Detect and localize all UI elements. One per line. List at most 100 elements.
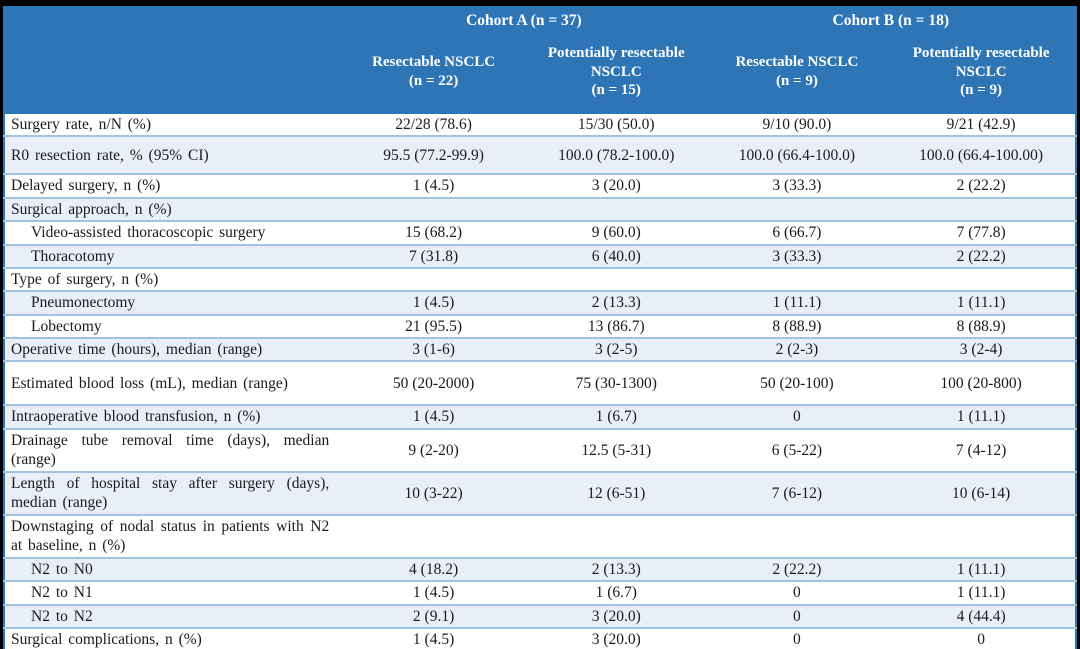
row-label: Intraoperative blood transfusion, n (%) xyxy=(4,404,342,429)
cell-cohort-b-potentially-resectable: 8 (88.9) xyxy=(887,313,1076,338)
table-row: Intraoperative blood transfusion, n (%) … xyxy=(4,404,1076,429)
row-label: Length of hospital stay after surgery (d… xyxy=(4,470,342,515)
cell-cohort-b-potentially-resectable: 100 (20-800) xyxy=(887,360,1076,406)
cell-cohort-a-resectable xyxy=(341,196,526,222)
table-row: N2 to N2 2 (9.1) 3 (20.0) 0 4 (44.4) xyxy=(4,603,1076,628)
cell-cohort-b-resectable: 0 xyxy=(706,404,888,429)
cell-cohort-b-resectable: 0 xyxy=(706,603,888,628)
cell-cohort-b-resectable xyxy=(706,266,888,292)
subgroup-name: Resectable NSCLC xyxy=(372,54,496,71)
row-label: Lobectomy xyxy=(4,313,342,338)
cell-cohort-a-potentially-resectable: 3 (20.0) xyxy=(525,603,707,628)
cell-cohort-a-resectable: 9 (2-20) xyxy=(341,427,526,472)
row-label: Operative time (hours), median (range) xyxy=(4,336,342,362)
cohort-header-row: Cohort A (n = 37) Cohort B (n = 18) xyxy=(4,7,1076,32)
cell-cohort-b-resectable: 9/10 (90.0) xyxy=(706,111,888,137)
row-label: Drainage tube removal time (days), media… xyxy=(4,427,342,472)
cell-cohort-b-resectable: 6 (66.7) xyxy=(706,220,888,245)
cell-cohort-b-potentially-resectable: 9/21 (42.9) xyxy=(887,111,1076,137)
row-label: Type of surgery, n (%) xyxy=(4,266,342,292)
row-label: Estimated blood loss (mL), median (range… xyxy=(4,360,342,406)
cell-cohort-b-resectable: 2 (22.2) xyxy=(706,556,888,582)
table-header: Cohort A (n = 37) Cohort B (n = 18) Rese… xyxy=(4,7,1076,113)
cell-cohort-a-resectable: 1 (4.5) xyxy=(341,626,526,649)
cell-cohort-a-potentially-resectable: 75 (30-1300) xyxy=(525,360,707,406)
cell-cohort-a-resectable: 50 (20-2000) xyxy=(341,360,526,406)
cell-cohort-a-potentially-resectable: 3 (20.0) xyxy=(525,626,707,649)
col-header-cohort-b-resectable: Resectable NSCLC (n = 9) xyxy=(706,32,888,113)
cell-cohort-a-resectable: 15 (68.2) xyxy=(341,220,526,245)
row-label: Pneumonectomy xyxy=(4,290,342,315)
table-row: Downstaging of nodal status in patients … xyxy=(4,513,1076,558)
cell-cohort-a-resectable: 1 (4.5) xyxy=(341,404,526,429)
surgery-outcomes-table: Cohort A (n = 37) Cohort B (n = 18) Rese… xyxy=(3,6,1077,649)
cell-cohort-a-potentially-resectable: 1 (6.7) xyxy=(525,580,707,605)
cell-cohort-a-potentially-resectable xyxy=(525,513,707,558)
cell-cohort-b-resectable: 100.0 (66.4-100.0) xyxy=(706,135,888,175)
row-label: Delayed surgery, n (%) xyxy=(4,173,342,198)
cell-cohort-a-potentially-resectable: 12.5 (5-31) xyxy=(525,427,707,472)
row-label: N2 to N2 xyxy=(4,603,342,628)
row-label: Video-assisted thoracoscopic surgery xyxy=(4,220,342,245)
cell-cohort-a-resectable: 10 (3-22) xyxy=(341,470,526,515)
cell-cohort-b-resectable: 8 (88.9) xyxy=(706,313,888,338)
cell-cohort-a-potentially-resectable: 3 (20.0) xyxy=(525,173,707,198)
cell-cohort-a-resectable: 22/28 (78.6) xyxy=(341,111,526,137)
table-row: Surgical complications, n (%) 1 (4.5) 3 … xyxy=(4,626,1076,649)
cell-cohort-b-potentially-resectable: 0 xyxy=(887,626,1076,649)
cell-cohort-a-resectable: 95.5 (77.2-99.9) xyxy=(341,135,526,175)
row-label: Thoracotomy xyxy=(4,243,342,268)
cohort-b-header: Cohort B (n = 18) xyxy=(706,7,1076,32)
col-header-cohort-a-potentially-resectable: Potentially resectable NSCLC (n = 15) xyxy=(525,32,707,113)
row-label: Downstaging of nodal status in patients … xyxy=(4,513,342,558)
subgroup-n: (n = 9) xyxy=(960,82,1003,99)
table-row: Delayed surgery, n (%) 1 (4.5) 3 (20.0) … xyxy=(4,173,1076,198)
cell-cohort-b-potentially-resectable: 7 (4-12) xyxy=(887,427,1076,472)
subgroup-name: Resectable NSCLC xyxy=(735,54,859,71)
table-row: Operative time (hours), median (range) 3… xyxy=(4,336,1076,362)
cell-cohort-b-resectable xyxy=(706,196,888,222)
cell-cohort-a-potentially-resectable: 100.0 (78.2-100.0) xyxy=(525,135,707,175)
row-label: N2 to N0 xyxy=(4,556,342,582)
cell-cohort-b-resectable: 6 (5-22) xyxy=(706,427,888,472)
cell-cohort-b-resectable: 1 (11.1) xyxy=(706,290,888,315)
cell-cohort-b-resectable: 7 (6-12) xyxy=(706,470,888,515)
cell-cohort-a-resectable: 1 (4.5) xyxy=(341,290,526,315)
cell-cohort-b-resectable: 3 (33.3) xyxy=(706,243,888,268)
cell-cohort-a-resectable xyxy=(341,513,526,558)
row-label: Surgery rate, n/N (%) xyxy=(4,111,342,137)
table-row: Thoracotomy 7 (31.8) 6 (40.0) 3 (33.3) 2… xyxy=(4,243,1076,268)
cell-cohort-a-potentially-resectable: 6 (40.0) xyxy=(525,243,707,268)
cell-cohort-a-potentially-resectable: 3 (2-5) xyxy=(525,336,707,362)
col-header-cohort-b-potentially-resectable: Potentially resectable NSCLC (n = 9) xyxy=(887,32,1076,113)
cell-cohort-a-potentially-resectable: 2 (13.3) xyxy=(525,556,707,582)
cell-cohort-b-resectable: 2 (2-3) xyxy=(706,336,888,362)
subgroup-header-row: Resectable NSCLC (n = 22) Potentially re… xyxy=(4,32,1076,113)
cell-cohort-b-potentially-resectable xyxy=(887,196,1076,222)
cell-cohort-a-resectable: 1 (4.5) xyxy=(341,580,526,605)
cell-cohort-a-resectable: 21 (95.5) xyxy=(341,313,526,338)
cell-cohort-a-resectable: 3 (1-6) xyxy=(341,336,526,362)
cell-cohort-a-resectable: 2 (9.1) xyxy=(341,603,526,628)
cell-cohort-a-potentially-resectable xyxy=(525,196,707,222)
subgroup-name: Potentially resectable NSCLC xyxy=(547,44,685,80)
cell-cohort-b-potentially-resectable: 1 (11.1) xyxy=(887,580,1076,605)
cell-cohort-b-potentially-resectable: 100.0 (66.4-100.00) xyxy=(887,135,1076,175)
cell-cohort-a-resectable: 7 (31.8) xyxy=(341,243,526,268)
cell-cohort-b-resectable xyxy=(706,513,888,558)
cell-cohort-b-resectable: 50 (20-100) xyxy=(706,360,888,406)
cell-cohort-a-potentially-resectable: 1 (6.7) xyxy=(525,404,707,429)
row-label-column-header xyxy=(4,7,342,32)
row-label: Surgical complications, n (%) xyxy=(4,626,342,649)
cell-cohort-a-potentially-resectable: 12 (6-51) xyxy=(525,470,707,515)
table-row: Surgical approach, n (%) xyxy=(4,196,1076,222)
cell-cohort-a-potentially-resectable: 13 (86.7) xyxy=(525,313,707,338)
row-label: N2 to N1 xyxy=(4,580,342,605)
cell-cohort-b-potentially-resectable: 1 (11.1) xyxy=(887,404,1076,429)
subgroup-n: (n = 22) xyxy=(408,73,459,89)
cell-cohort-b-potentially-resectable: 2 (22.2) xyxy=(887,173,1076,198)
cell-cohort-a-potentially-resectable: 9 (60.0) xyxy=(525,220,707,245)
col-header-cohort-a-resectable: Resectable NSCLC (n = 22) xyxy=(341,32,526,113)
table-row: Pneumonectomy 1 (4.5) 2 (13.3) 1 (11.1) … xyxy=(4,290,1076,315)
